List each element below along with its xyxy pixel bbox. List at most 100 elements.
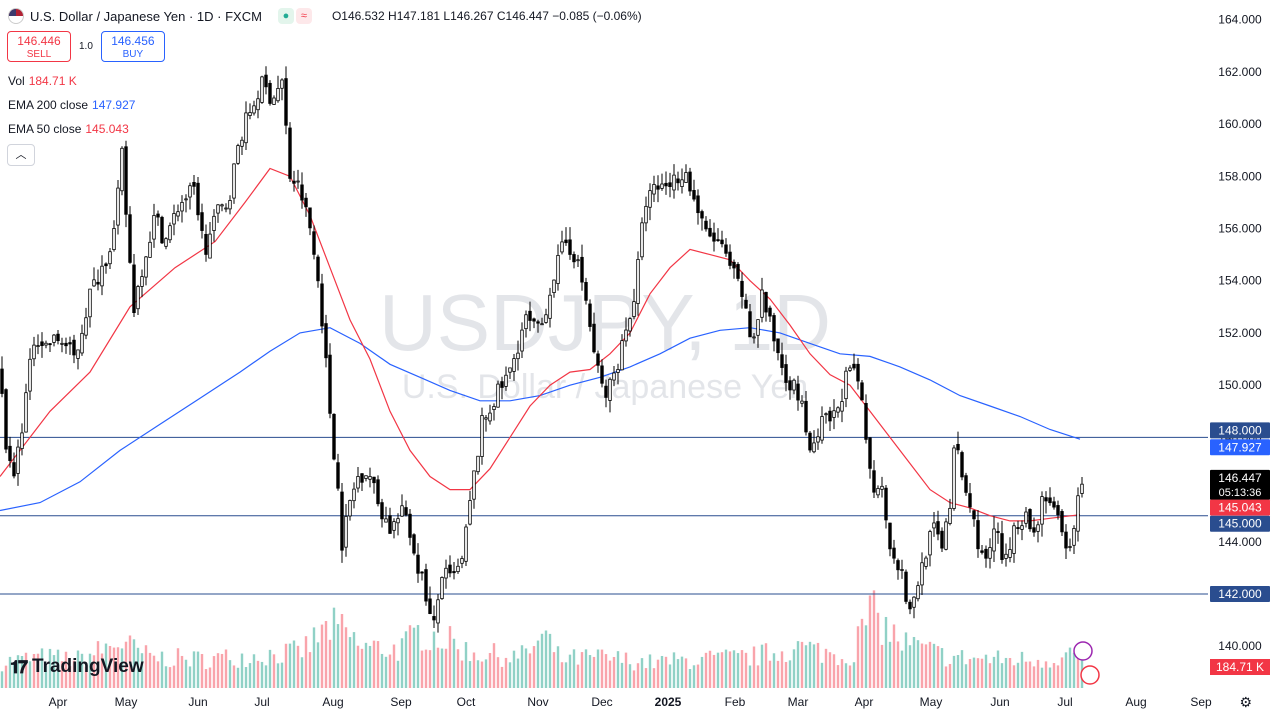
symbol-title[interactable]: U.S. Dollar / Japanese Yen · 1D · FXCM xyxy=(30,8,262,24)
volume-bar xyxy=(1052,663,1056,688)
collapse-legend-button[interactable]: ︿ xyxy=(7,144,35,166)
candle-body xyxy=(1072,528,1076,546)
candle-body xyxy=(288,127,292,179)
volume-bar xyxy=(504,657,508,688)
volume-bar xyxy=(884,616,888,688)
candle-body xyxy=(132,264,136,314)
buy-button[interactable]: 146.456 BUY xyxy=(100,31,165,62)
y-tick-label: 164.000 xyxy=(1218,13,1262,27)
volume-bar xyxy=(996,650,1000,688)
legend-ema50[interactable]: EMA 50 close 145.043 xyxy=(8,122,129,136)
candle-body xyxy=(812,442,816,453)
candle-body xyxy=(612,372,616,381)
x-tick-label: May xyxy=(920,695,943,709)
x-tick-label: Jun xyxy=(990,695,1009,709)
volume-bar xyxy=(96,641,100,688)
volume-bar xyxy=(844,663,848,688)
candle-body xyxy=(100,265,104,287)
candle-body xyxy=(336,462,340,489)
volume-bar xyxy=(616,651,620,688)
candle-body xyxy=(764,291,768,313)
candle-body xyxy=(836,407,840,413)
candle-body xyxy=(580,256,584,283)
volume-bar xyxy=(476,660,480,688)
candle-body xyxy=(592,323,596,353)
candle-body xyxy=(512,358,516,372)
price-labels: 148.000 147.927 146.447 05:13:36 145.043 145.… xyxy=(1073,422,1270,685)
candle-body xyxy=(192,182,196,187)
y-tick-label: 144.000 xyxy=(1218,535,1262,549)
candle-body xyxy=(168,225,172,241)
candle-body xyxy=(600,365,604,384)
candle-body xyxy=(916,585,920,600)
candle-body xyxy=(148,241,152,258)
x-tick-label: Jun xyxy=(188,695,207,709)
candle-body xyxy=(372,476,376,484)
volume-bar xyxy=(520,645,524,688)
ema200-line[interactable] xyxy=(0,327,1081,512)
event-lightning-icon[interactable] xyxy=(1073,641,1093,661)
volume-bar xyxy=(336,624,340,688)
volume-bar xyxy=(288,643,292,688)
market-status[interactable]: ● ≈ xyxy=(277,8,312,24)
volume-bar xyxy=(208,667,212,688)
ema50-line[interactable] xyxy=(0,167,1081,522)
candle-body xyxy=(564,239,568,244)
volume-bar xyxy=(8,656,12,688)
ema-lines xyxy=(0,167,1081,522)
market-open-icon[interactable]: ● xyxy=(277,8,294,24)
volume-bar xyxy=(44,665,48,688)
tradingview-logo[interactable]: 𝟏𝟕 TradingView xyxy=(10,656,144,677)
candle-body xyxy=(1020,525,1024,530)
volume-bar xyxy=(840,659,844,688)
volume-bar xyxy=(784,661,788,688)
candle-body xyxy=(752,336,756,339)
data-wave-icon[interactable]: ≈ xyxy=(295,8,312,24)
candle-body xyxy=(528,310,532,321)
volume-bar xyxy=(432,631,436,688)
candle-body xyxy=(4,389,8,450)
volume-bar xyxy=(316,642,320,688)
volume-bar xyxy=(688,669,692,688)
sell-button[interactable]: 146.446 SELL xyxy=(7,31,71,62)
volume-bar xyxy=(416,625,420,688)
candle-body xyxy=(712,232,716,242)
candle-body xyxy=(944,521,948,550)
candle-body xyxy=(748,311,752,338)
volume-bar xyxy=(292,640,296,688)
price-label-text: 146.447 xyxy=(1218,471,1262,485)
candle-body xyxy=(816,436,820,443)
volume-bar xyxy=(648,654,652,688)
volume-bar xyxy=(664,656,668,688)
candle-body xyxy=(660,183,664,189)
candle-body xyxy=(112,228,116,250)
price-label-text: 145.043 xyxy=(1218,501,1262,515)
volume-bar xyxy=(260,661,264,688)
volume-bar xyxy=(1048,667,1052,688)
candle-body xyxy=(140,276,144,287)
economic-event-flag-icon[interactable] xyxy=(1080,665,1100,685)
volume-bar xyxy=(64,651,68,688)
candle-body xyxy=(224,207,228,210)
volume-bar xyxy=(400,638,404,688)
legend-ema200[interactable]: EMA 200 close 147.927 xyxy=(8,98,136,112)
volume-bar xyxy=(220,653,224,688)
settings-gear-icon[interactable]: ⚙ xyxy=(1239,694,1252,710)
candle-body xyxy=(44,342,48,346)
candle-body xyxy=(464,526,468,562)
candle-body xyxy=(868,437,872,469)
candle-body xyxy=(76,349,80,359)
volume-bar xyxy=(92,655,96,688)
volume-bar xyxy=(340,614,344,688)
volume-bar xyxy=(632,670,636,688)
y-tick-label: 140.000 xyxy=(1218,639,1262,653)
legend-volume[interactable]: Vol 184.71 K xyxy=(8,74,77,88)
candle-body xyxy=(200,212,204,231)
volume-bar xyxy=(524,648,528,688)
x-tick-label: Jul xyxy=(254,695,269,709)
volume-bar xyxy=(1076,647,1080,688)
candle-body xyxy=(700,211,704,219)
candle-body xyxy=(524,314,528,330)
candle-body xyxy=(356,476,360,489)
